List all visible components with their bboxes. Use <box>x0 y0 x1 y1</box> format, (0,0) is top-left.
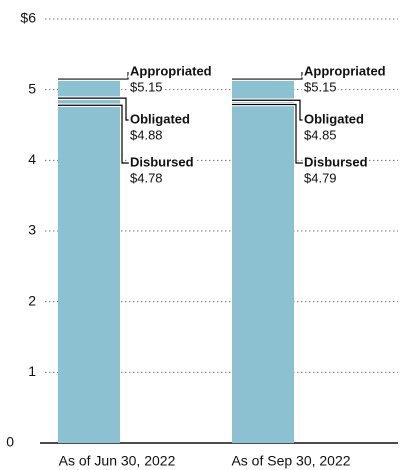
series-label: Obligated <box>130 111 190 126</box>
value-label: $5.15 <box>130 79 163 94</box>
series-label: Appropriated <box>304 63 386 78</box>
value-line <box>58 97 130 121</box>
callout-line <box>232 72 303 80</box>
series-label: Disbursed <box>130 154 194 169</box>
bar <box>232 79 294 444</box>
y-tick-label: 5 <box>28 80 36 96</box>
y-tick-label: 0 <box>6 434 14 450</box>
value-label: $4.88 <box>130 127 163 142</box>
value-line <box>58 104 130 164</box>
callout-line <box>58 72 129 80</box>
x-tick-label: As of Sep 30, 2022 <box>231 453 350 469</box>
x-tick-label: As of Jun 30, 2022 <box>59 453 176 469</box>
callout-line <box>58 72 130 81</box>
series-label: Disbursed <box>304 154 368 169</box>
value-label: $4.78 <box>130 170 163 185</box>
value-line <box>232 99 304 121</box>
y-tick-label: 1 <box>28 363 36 379</box>
bar <box>58 79 120 444</box>
value-label: $5.15 <box>304 79 337 94</box>
series-label: Obligated <box>304 111 364 126</box>
callout-line <box>232 72 304 81</box>
value-line <box>232 103 304 164</box>
series-label: Appropriated <box>130 63 212 78</box>
y-tick-label: 2 <box>28 292 36 308</box>
y-tick-label: $6 <box>20 10 36 26</box>
y-tick-label: 4 <box>28 151 36 167</box>
value-label: $4.85 <box>304 127 337 142</box>
y-tick-label: 3 <box>28 222 36 238</box>
value-label: $4.79 <box>304 170 337 185</box>
